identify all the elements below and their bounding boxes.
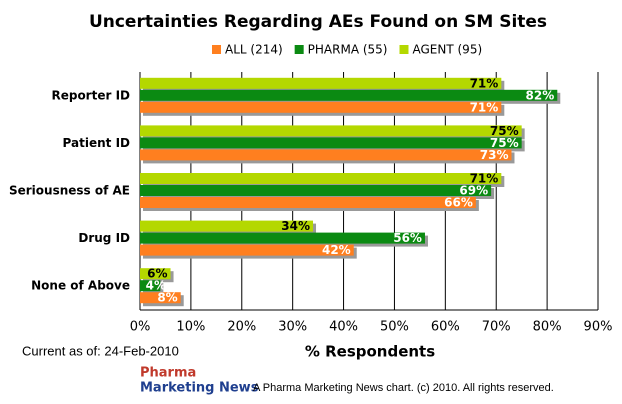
date-note: Current as of: 24-Feb-2010 [22, 343, 179, 358]
bar [140, 220, 314, 232]
data-label: 75% [490, 136, 519, 150]
y-tick-label: Drug ID [78, 231, 130, 245]
x-tick-label: 90% [584, 320, 613, 335]
x-tick-label: 50% [380, 320, 409, 335]
bar [140, 77, 502, 89]
bar [140, 101, 502, 113]
x-tick-label: 20% [227, 320, 256, 335]
logo-line: Pharma [140, 366, 196, 381]
legend-label: PHARMA (55) [308, 43, 388, 57]
bar [140, 292, 181, 304]
chart-title: Uncertainties Regarding AEs Found on SM … [89, 12, 547, 32]
data-label: 73% [480, 148, 509, 162]
legend-swatch [212, 45, 221, 54]
legend-label: AGENT (95) [413, 43, 483, 57]
y-tick-label: Patient ID [63, 136, 130, 150]
legend-swatch [399, 45, 409, 54]
data-label: 42% [322, 243, 351, 257]
data-label: 4% [146, 279, 166, 293]
bar [140, 197, 476, 208]
x-tick-label: 30% [278, 320, 307, 335]
bar [140, 280, 161, 292]
bar [140, 268, 171, 280]
logo-line: Marketing News [140, 381, 259, 396]
y-tick-label: None of Above [31, 279, 130, 293]
bar [140, 244, 354, 256]
x-axis-label: % Respondents [305, 343, 435, 361]
x-tick-label: 40% [329, 320, 358, 335]
data-label: 66% [444, 196, 473, 210]
x-tick-label: 0% [130, 320, 151, 335]
data-label: 56% [393, 231, 422, 245]
legend-label: ALL (214) [225, 43, 283, 57]
x-tick-label: 80% [533, 320, 562, 335]
data-label: 71% [470, 172, 499, 186]
legend-swatch [294, 45, 304, 54]
data-label: 82% [526, 88, 555, 102]
bar [140, 232, 425, 244]
bar [140, 149, 512, 161]
data-label: 34% [281, 219, 310, 233]
data-label: 71% [470, 76, 499, 90]
x-tick-label: 70% [482, 320, 511, 335]
y-tick-label: Reporter ID [51, 88, 130, 102]
data-label: 71% [470, 100, 499, 114]
bar [140, 173, 502, 184]
x-tick-label: 60% [431, 320, 460, 335]
bar [140, 137, 522, 149]
y-tick-label: Seriousness of AE [9, 184, 130, 198]
data-label: 69% [459, 184, 488, 198]
data-label: 6% [147, 267, 167, 281]
copyright: A Pharma Marketing News chart. (c) 2010.… [253, 382, 554, 394]
bar [140, 125, 522, 137]
bar [140, 185, 492, 196]
x-tick-label: 10% [176, 320, 205, 335]
data-label: 8% [157, 291, 177, 305]
bar [140, 89, 558, 101]
data-label: 75% [490, 124, 519, 138]
